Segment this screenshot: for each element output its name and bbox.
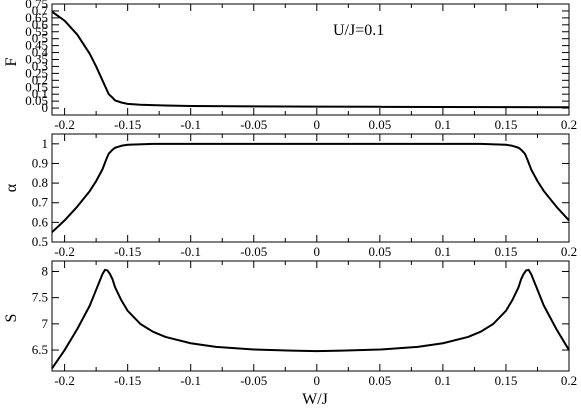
x-axis-title: W/J [302, 391, 328, 408]
y-tick-label: 7 [42, 316, 49, 331]
y-tick-label: 0.7 [32, 3, 49, 18]
y-tick-label: 0.4 [32, 45, 49, 60]
y-tick-label: 0.8 [32, 175, 48, 190]
parameter-annotation: U/J=0.1 [333, 22, 384, 39]
x-tick-label: -0.05 [240, 244, 267, 259]
series-line-bottom [51, 268, 570, 369]
y-tick-label: 0.55 [25, 24, 48, 39]
y-tick-label: 1 [42, 136, 49, 151]
x-tick-label: -0.2 [54, 373, 75, 388]
y-tick-label: 0.75 [25, 0, 48, 11]
x-tick-label: 0 [314, 117, 321, 132]
x-tick-label: -0.1 [180, 117, 201, 132]
y-tick-label: 0.5 [32, 234, 48, 249]
x-tick-label: 0.2 [561, 373, 577, 388]
y-tick-label: 0.65 [25, 10, 48, 25]
panel-middle-alpha: -0.2 -0.15 -0.1 -0.05 0 0.05 0.1 0.15 0.2 0.5 0.6 0… [3, 133, 577, 259]
y-tick-label: 0.35 [25, 52, 48, 67]
y-tick-label: 0.45 [25, 38, 48, 53]
panel-bottom-S: -0.2 -0.15 -0.1 -0.05 0 0.05 0.1 0.15 0.2 6.5 7 7.5… [3, 260, 577, 388]
x-tick-label: -0.05 [240, 373, 267, 388]
y-tick-label: 0.15 [25, 79, 48, 94]
y-tick-label: 0.6 [32, 214, 49, 229]
y-tick-label: 0.05 [25, 93, 48, 108]
x-tick-label: -0.15 [114, 373, 141, 388]
y-tick-label: 0.1 [32, 86, 48, 101]
x-tick-label: 0.05 [368, 373, 391, 388]
y-tick-label: 6.5 [32, 342, 48, 357]
x-tick-label: -0.2 [54, 244, 75, 259]
x-tick-label: 0.05 [368, 244, 391, 259]
y-tick-label: 0.5 [32, 31, 48, 46]
y-tick-label: 0.3 [32, 58, 48, 73]
x-tick-label: 0.1 [435, 117, 451, 132]
series-line-middle [51, 142, 570, 233]
x-tick-label: 0.15 [495, 117, 518, 132]
x-tick-label: 0.15 [495, 244, 518, 259]
y-tick-label: 0.9 [32, 155, 48, 170]
x-tick-label: -0.15 [114, 244, 141, 259]
y-axis-title: S [3, 314, 20, 323]
y-tick-label: 0.6 [32, 17, 49, 32]
plot-frame [51, 133, 570, 243]
plot-frame [51, 260, 570, 372]
y-tick-label: 0.25 [25, 65, 48, 80]
y-axis-title: α [3, 183, 20, 192]
y-axis-title: F [3, 57, 20, 66]
x-tick-label: -0.05 [240, 117, 267, 132]
y-tick-label: 7.5 [32, 290, 48, 305]
x-tick-label: -0.15 [114, 117, 141, 132]
y-tick-label: 0 [42, 100, 49, 115]
x-tick-label: -0.1 [180, 244, 201, 259]
x-tick-label: 0 [314, 373, 321, 388]
x-tick-label: 0.05 [368, 117, 391, 132]
x-tick-label: 0.2 [561, 244, 577, 259]
x-tick-label: -0.1 [180, 373, 201, 388]
y-tick-label: 8 [42, 263, 49, 278]
x-tick-label: 0.1 [435, 244, 451, 259]
y-tick-label: 0.7 [32, 195, 49, 210]
plot-frame [51, 3, 570, 116]
panel-top-F: -0.2 -0.15 -0.1 -0.05 0 0.05 0.1 0.15 0.200.050.… [3, 0, 577, 132]
x-tick-label: 0.15 [495, 373, 518, 388]
series-line-top [51, 10, 570, 109]
x-tick-label: 0 [314, 244, 321, 259]
y-tick-label: 0.2 [32, 72, 48, 87]
x-tick-label: 0.2 [561, 117, 577, 132]
x-tick-label: 0.1 [435, 373, 451, 388]
x-tick-label: -0.2 [54, 117, 75, 132]
